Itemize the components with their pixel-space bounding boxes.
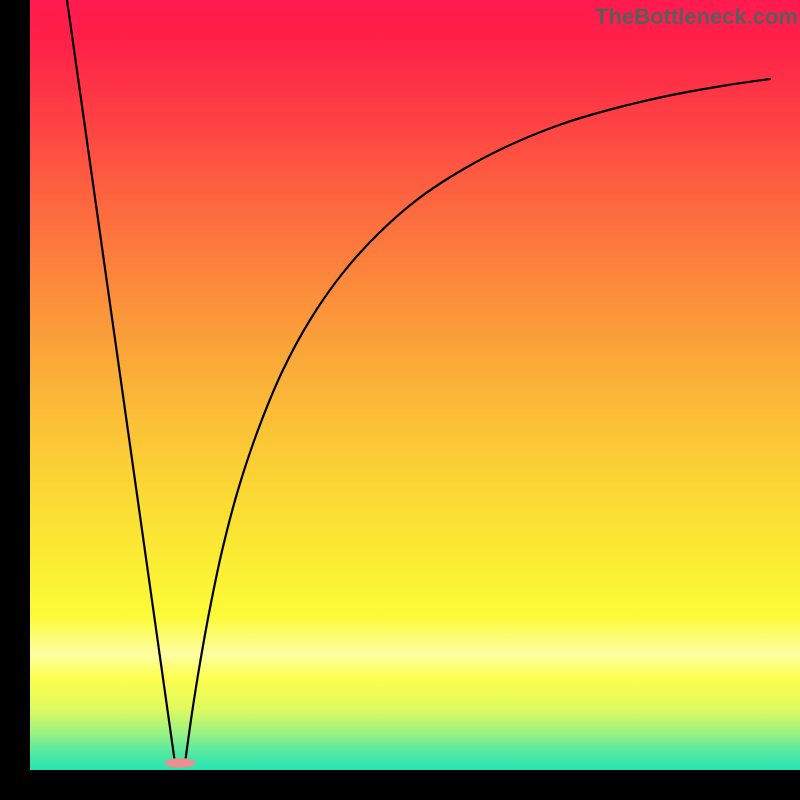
bottleneck-chart: TheBottleneck.com [0,0,800,800]
plot-background [30,0,800,770]
chart-svg [0,0,800,800]
watermark-text: TheBottleneck.com [595,4,798,30]
bottleneck-marker [165,758,196,768]
